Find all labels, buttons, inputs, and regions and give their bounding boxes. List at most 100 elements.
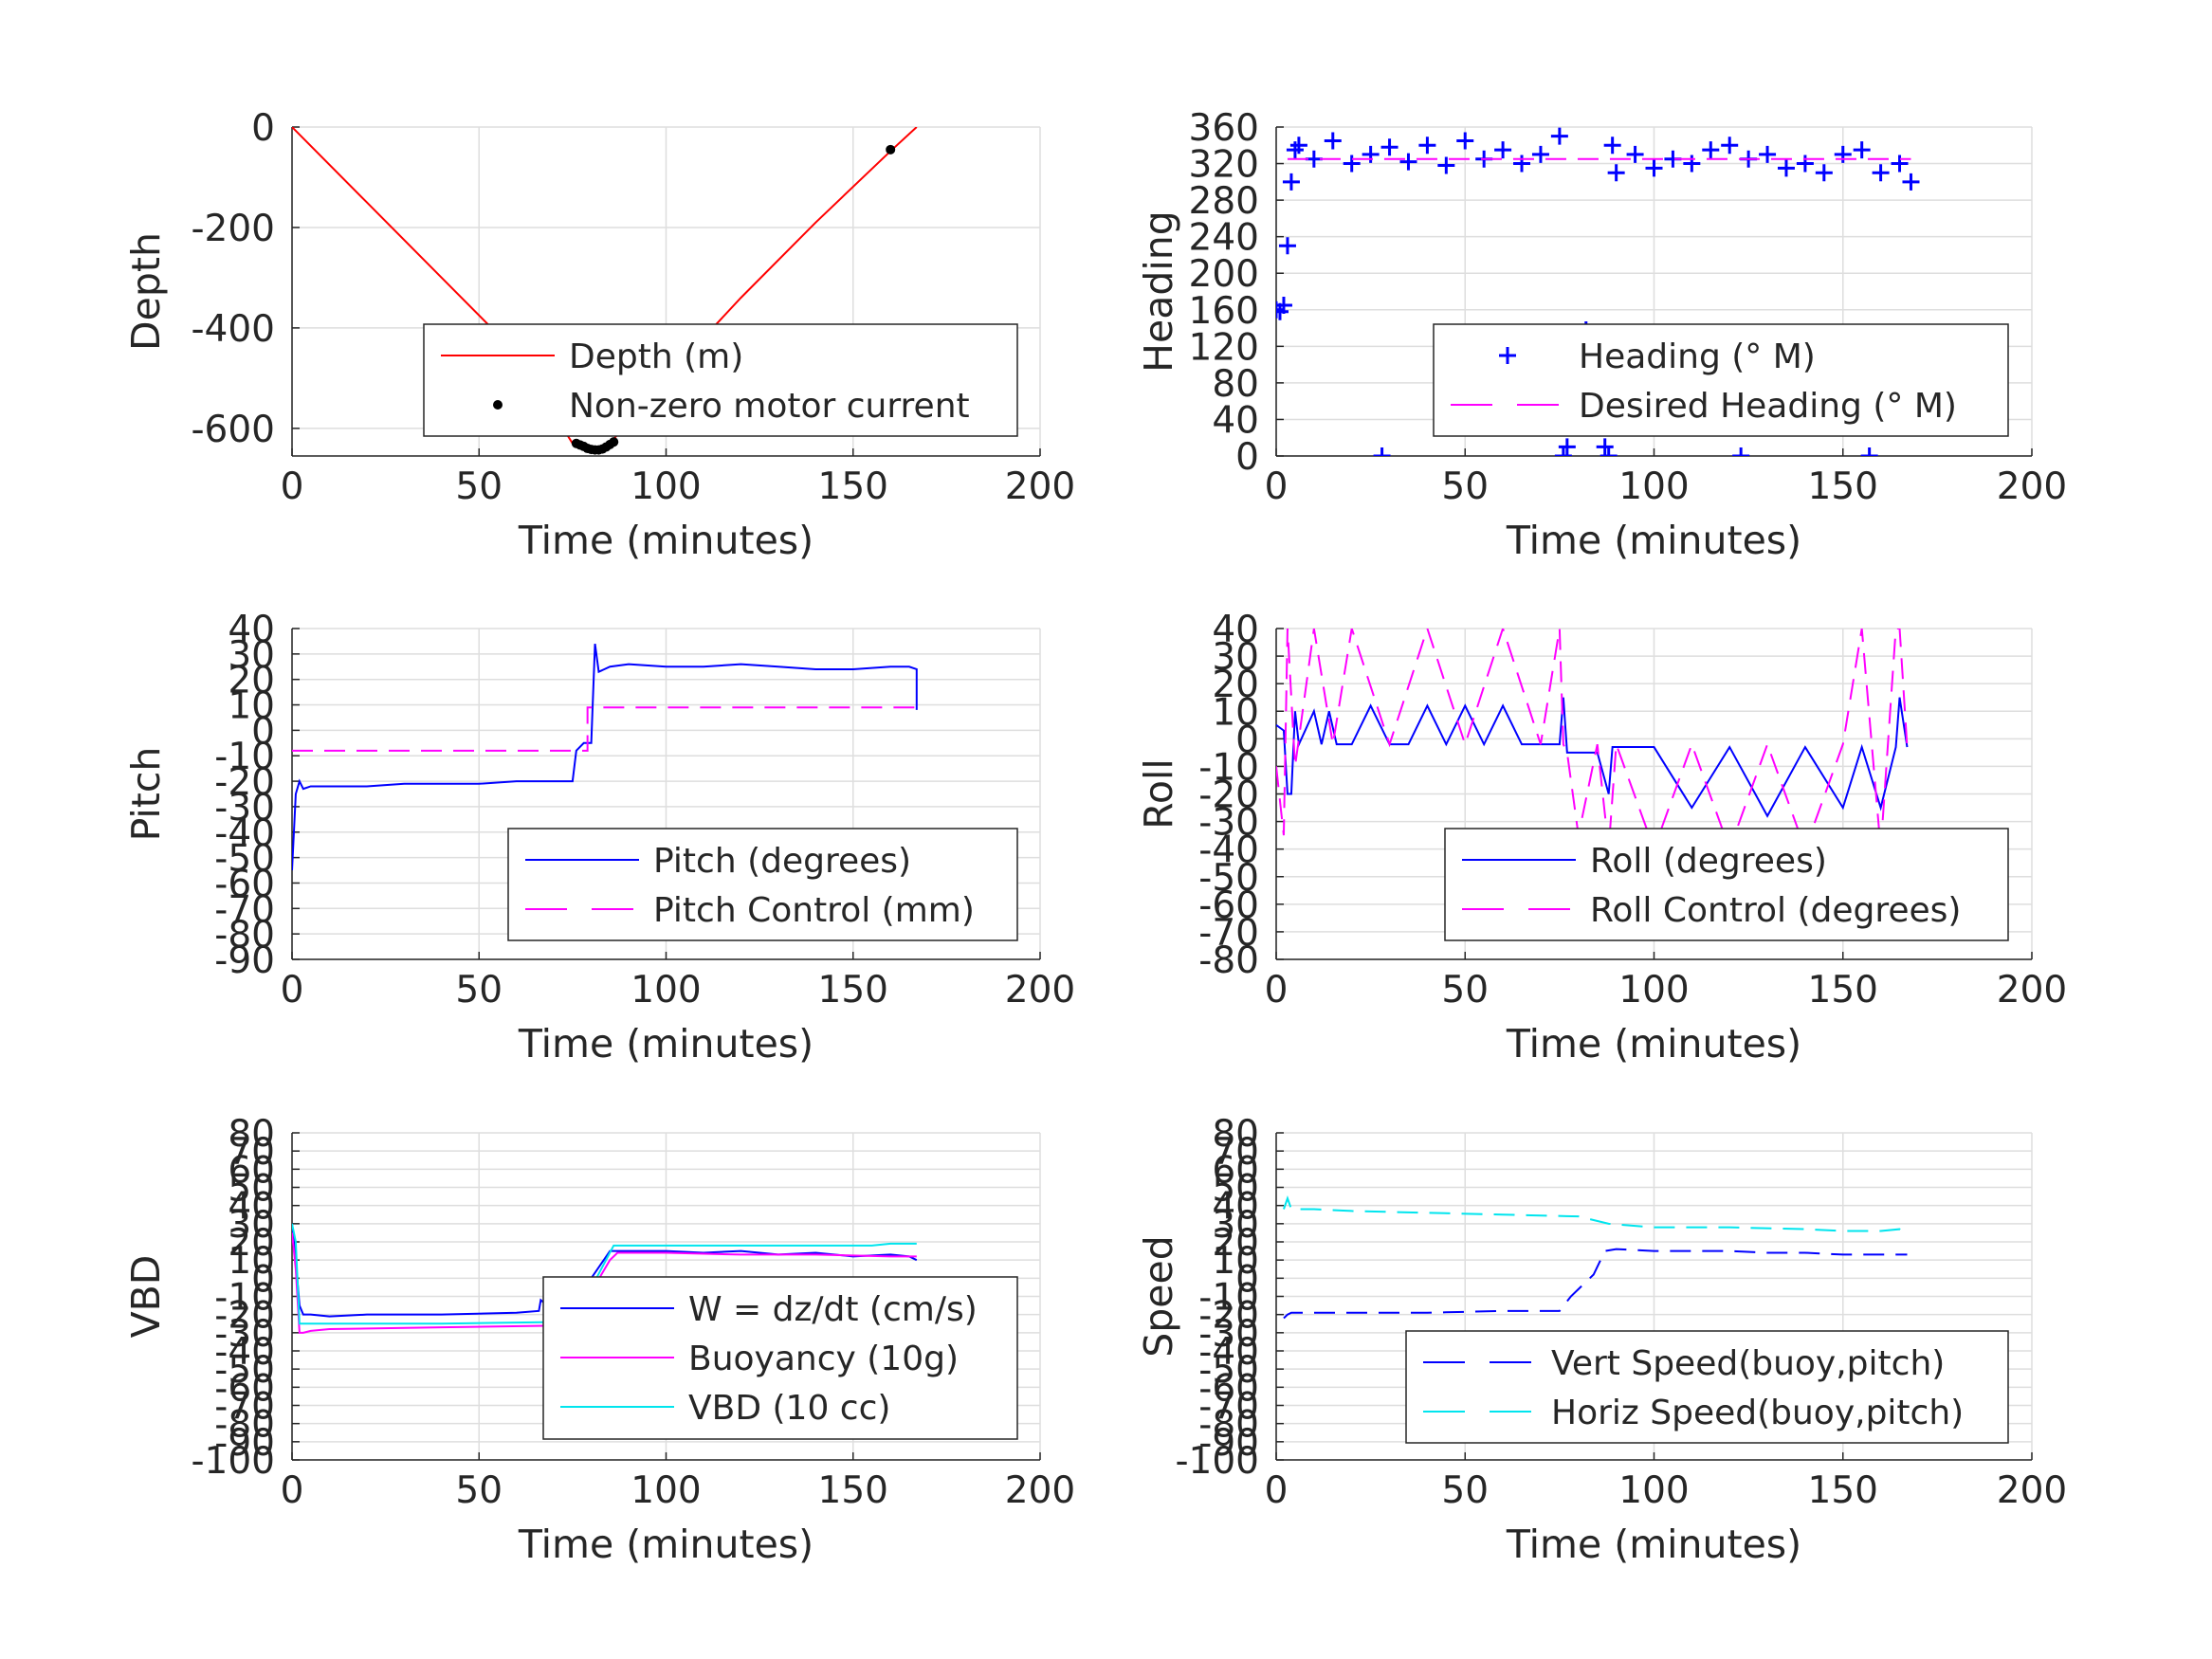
y-axis-label: VBD bbox=[123, 1255, 169, 1339]
data-point bbox=[1373, 447, 1391, 456]
data-point bbox=[1558, 438, 1576, 456]
x-tick-label: 50 bbox=[455, 1469, 503, 1512]
roll-chart: 0 50 100 150 200403020100-10-20-30-40-50-60-… bbox=[1136, 609, 2067, 1066]
y-tick-label: -40 bbox=[214, 812, 275, 855]
y-tick-label: -400 bbox=[191, 308, 275, 351]
x-tick-label: 150 bbox=[1808, 969, 1878, 1012]
y-tick-label: -70 bbox=[214, 1386, 275, 1429]
series-line bbox=[292, 643, 918, 871]
legend-entry: Depth (m) bbox=[569, 337, 743, 376]
y-tick-label: -60 bbox=[1198, 884, 1259, 927]
data-point bbox=[1456, 132, 1474, 150]
x-tick-label: 0 bbox=[281, 1469, 304, 1512]
legend-entry: Roll Control (degrees) bbox=[1590, 891, 1961, 930]
legend-entry: Roll (degrees) bbox=[1590, 842, 1827, 881]
y-tick-label: 0 bbox=[1235, 436, 1259, 479]
x-tick-label: 50 bbox=[455, 969, 503, 1012]
y-tick-label: 0 bbox=[251, 710, 275, 753]
y-axis-label: Pitch bbox=[123, 747, 169, 842]
data-point bbox=[1607, 164, 1625, 182]
data-point bbox=[1777, 159, 1795, 177]
y-axis-label: Roll bbox=[1136, 758, 1181, 830]
x-tick-label: 150 bbox=[818, 969, 888, 1012]
y-tick-label: -100 bbox=[1175, 1440, 1259, 1483]
series-line bbox=[1276, 697, 1909, 818]
data-point bbox=[1276, 296, 1292, 314]
y-tick-label: -50 bbox=[1198, 1349, 1259, 1392]
data-point bbox=[1603, 137, 1621, 155]
legend: W = dz/dt (cm/s) Buoyancy (10g) VBD (10 cc… bbox=[542, 1276, 1018, 1440]
vbd-chart: 0 50 100 150 20080706050403020100-10-20-30-4… bbox=[123, 1113, 1075, 1567]
y-tick-label: 80 bbox=[1212, 1113, 1259, 1156]
data-point bbox=[1891, 155, 1909, 173]
data-point bbox=[1860, 447, 1878, 456]
x-tick-label: 200 bbox=[1997, 465, 2067, 508]
legend: Roll (degrees) Roll Control (degrees) bbox=[1444, 828, 2009, 941]
x-tick-label: 200 bbox=[1005, 969, 1075, 1012]
y-tick-label: -10 bbox=[1198, 746, 1259, 789]
x-tick-label: 100 bbox=[1618, 969, 1689, 1012]
legend-box bbox=[1444, 828, 2009, 941]
y-tick-label: 360 bbox=[1189, 107, 1259, 150]
data-point bbox=[1399, 153, 1417, 171]
legend-entry: Horiz Speed(buoy,pitch) bbox=[1551, 1394, 1964, 1432]
y-tick-label: 40 bbox=[1212, 399, 1259, 442]
x-tick-label: 100 bbox=[631, 1469, 701, 1512]
series-line bbox=[1283, 1194, 1909, 1236]
x-axis-label: Time (minutes) bbox=[1506, 518, 1801, 563]
data-point bbox=[1550, 127, 1568, 145]
y-tick-label: 20 bbox=[228, 1222, 275, 1265]
x-tick-label: 0 bbox=[281, 465, 304, 508]
y-tick-label: -30 bbox=[1198, 802, 1259, 845]
data-point bbox=[1494, 141, 1512, 159]
y-tick-label: -80 bbox=[1198, 1404, 1259, 1447]
y-tick-label: -20 bbox=[1198, 775, 1259, 817]
y-tick-label: 30 bbox=[1212, 1204, 1259, 1247]
y-tick-label: 30 bbox=[1212, 636, 1259, 679]
data-point bbox=[1645, 159, 1663, 177]
x-axis-label: Time (minutes) bbox=[1506, 1021, 1801, 1066]
y-tick-label: 10 bbox=[228, 1240, 275, 1283]
data-point bbox=[1531, 145, 1549, 163]
y-tick-label: -10 bbox=[214, 1277, 275, 1320]
data-point bbox=[1362, 145, 1380, 163]
y-tick-label: -40 bbox=[1198, 830, 1259, 872]
data-point bbox=[1276, 301, 1285, 319]
y-tick-label: -30 bbox=[1198, 1313, 1259, 1356]
y-tick-label: -30 bbox=[214, 787, 275, 830]
y-tick-label: 20 bbox=[228, 660, 275, 702]
data-point bbox=[1513, 155, 1531, 173]
y-tick-label: -40 bbox=[1198, 1331, 1259, 1374]
y-tick-label: 40 bbox=[1212, 1186, 1259, 1229]
data-point bbox=[1853, 141, 1871, 159]
data-point bbox=[1626, 145, 1644, 163]
plot-area bbox=[292, 643, 918, 871]
legend-entry: Pitch Control (mm) bbox=[653, 891, 975, 930]
data-point bbox=[1759, 145, 1777, 163]
data-point bbox=[1834, 145, 1852, 163]
y-tick-label: 40 bbox=[1212, 609, 1259, 651]
y-tick-label: -50 bbox=[214, 838, 275, 881]
y-tick-label: 120 bbox=[1189, 326, 1259, 369]
data-point bbox=[1702, 141, 1720, 159]
data-point bbox=[886, 144, 896, 155]
x-axis-label: Time (minutes) bbox=[518, 518, 814, 563]
legend-swatch bbox=[493, 400, 503, 410]
y-tick-label: -100 bbox=[191, 1440, 275, 1483]
y-tick-label: 60 bbox=[228, 1149, 275, 1192]
x-tick-label: 200 bbox=[1005, 465, 1075, 508]
x-axis-label: Time (minutes) bbox=[1506, 1522, 1801, 1567]
y-tick-label: 280 bbox=[1189, 180, 1259, 223]
depth-chart: 0 50 100 150 200 0 -200 -400 -600 Time (minutes) D… bbox=[123, 107, 1075, 563]
legend-entry: Desired Heading (° M) bbox=[1579, 387, 1957, 426]
data-point bbox=[1324, 132, 1342, 150]
y-axis-label: Depth bbox=[123, 232, 169, 351]
y-tick-label: -90 bbox=[214, 1422, 275, 1465]
x-tick-label: 100 bbox=[1618, 1469, 1689, 1512]
y-tick-label: -70 bbox=[1198, 1386, 1259, 1429]
y-tick-label: -20 bbox=[214, 761, 275, 804]
legend: Heading (° M) Desired Heading (° M) bbox=[1433, 323, 2009, 437]
data-point bbox=[1278, 237, 1296, 255]
x-tick-label: 150 bbox=[818, 465, 888, 508]
x-tick-label: 200 bbox=[1005, 1469, 1075, 1512]
